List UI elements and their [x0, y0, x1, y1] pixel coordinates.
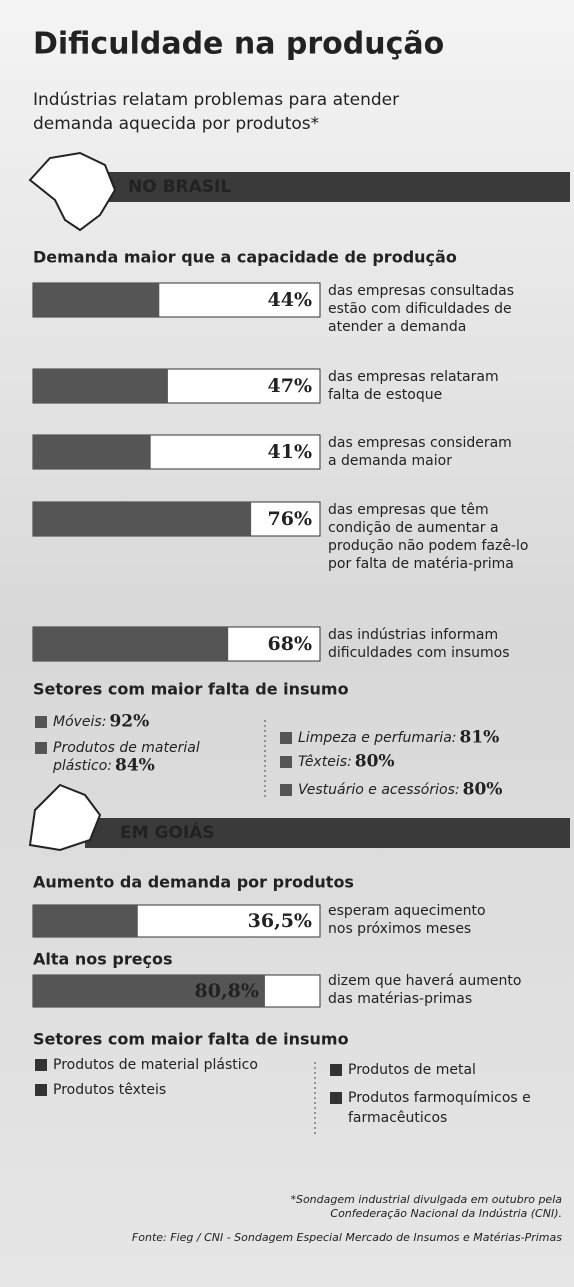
section-title: Alta nos preços [33, 950, 173, 969]
bar-text: das indústrias informam [328, 627, 498, 643]
bar [33, 369, 168, 403]
subtitle: demanda aquecida por produtos* [33, 114, 319, 134]
bar [33, 975, 265, 1007]
legend-swatch [280, 756, 292, 768]
bar [33, 627, 229, 661]
footnote: Confederação Nacional da Indústria (CNI)… [330, 1207, 562, 1220]
bar-text: das matérias-primas [328, 991, 472, 1007]
sector-value: 81% [459, 728, 499, 748]
title: Dificuldade na produção [33, 27, 444, 62]
bar-text: das empresas que têm [328, 502, 489, 518]
legend-swatch [330, 1064, 342, 1076]
brazil-map [28, 151, 117, 232]
sector-value: 80% [355, 752, 395, 772]
bar-text: dificuldades com insumos [328, 645, 510, 661]
value-label: 76% [268, 508, 313, 530]
value-label: 47% [268, 375, 313, 397]
value-label: 44% [268, 289, 313, 311]
bar-text: por falta de matéria-prima [328, 556, 514, 572]
legend-swatch [280, 784, 292, 796]
legend-swatch [330, 1092, 342, 1104]
bar [33, 435, 151, 469]
legend-swatch [35, 716, 47, 728]
bar-text: produção não podem fazê-lo [328, 538, 528, 554]
section-title: Setores com maior falta de insumo [33, 1030, 349, 1049]
legend-swatch [35, 1084, 47, 1096]
value-label: 80,8% [195, 980, 259, 1002]
sector-value: 80% [463, 780, 503, 800]
bar-text: nos próximos meses [328, 921, 471, 937]
legend-swatch [35, 742, 47, 754]
value-label: 41% [268, 441, 313, 463]
bar-text: falta de estoque [328, 387, 442, 403]
bar-text: condição de aumentar a [328, 520, 499, 536]
bar-text: das empresas consideram [328, 435, 512, 451]
banner-label: EM GOIÁS [120, 821, 215, 843]
goias-map [28, 783, 102, 852]
bar [33, 905, 138, 937]
bar-text: dizem que haverá aumento [328, 973, 521, 989]
section-title: Setores com maior falta de insumo [33, 680, 349, 699]
sector-name: Têxteis: [298, 754, 352, 770]
sector-name: Móveis: [53, 714, 106, 730]
banner-label: NO BRASIL [128, 177, 231, 197]
sector-name: Limpeza e perfumaria: [298, 730, 456, 746]
sector-name: Produtos de metal [348, 1062, 476, 1078]
bar-text: esperam aquecimento [328, 903, 486, 919]
footnote: *Sondagem industrial divulgada em outubr… [290, 1193, 562, 1206]
section-title: Aumento da demanda por produtos [33, 873, 354, 892]
legend-swatch [35, 1059, 47, 1071]
subtitle: Indústrias relatam problemas para atende… [33, 90, 399, 110]
source: Fonte: Fieg / CNI - Sondagem Especial Me… [132, 1231, 562, 1244]
bar-text: estão com dificuldades de [328, 301, 512, 317]
sector-name: Produtos de material plástico [53, 1057, 258, 1073]
legend-swatch [280, 732, 292, 744]
sector-name: Produtos farmoquímicos e [348, 1090, 531, 1106]
banner [95, 172, 570, 202]
bar [33, 502, 252, 536]
sector-name: farmacêuticos [348, 1110, 447, 1126]
bar [33, 283, 160, 317]
sector-name: plástico: [52, 758, 112, 774]
sector-value: 92% [109, 712, 149, 732]
bar-text: atender a demanda [328, 319, 466, 335]
bar-text: das empresas relataram [328, 369, 499, 385]
section-title: Demanda maior que a capacidade de produç… [33, 248, 457, 267]
sector-name: Produtos de material [53, 740, 200, 756]
bar-text: a demanda maior [328, 453, 452, 469]
bar-text: das empresas consultadas [328, 283, 514, 299]
value-label: 68% [268, 633, 313, 655]
sector-name: Produtos têxteis [53, 1082, 166, 1098]
value-label: 36,5% [248, 910, 312, 932]
sector-value: 84% [115, 756, 155, 776]
sector-name: Vestuário e acessórios: [298, 782, 460, 798]
banner [85, 818, 570, 848]
